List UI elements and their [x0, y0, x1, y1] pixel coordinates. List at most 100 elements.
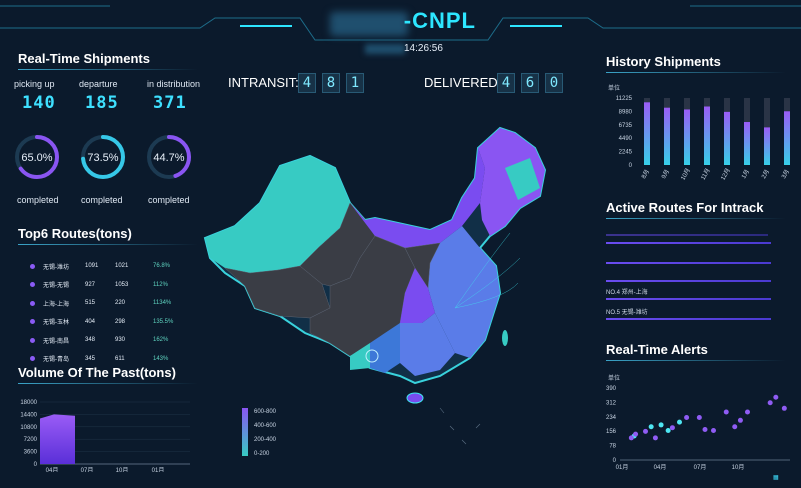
alert-point[interactable]	[669, 425, 675, 431]
china-map[interactable]	[200, 108, 600, 448]
volume-title: Volume Of The Past(tons)	[18, 365, 176, 380]
history-bar[interactable]	[744, 122, 750, 165]
table-row[interactable]: 无锡-南昌 348 930 162%	[30, 335, 168, 345]
alerts-y-tick: 390	[606, 386, 617, 392]
history-x-tick: 9月	[660, 168, 671, 180]
alert-point[interactable]	[723, 409, 729, 415]
active-route-bar	[606, 318, 771, 320]
active-route-item[interactable]: NO.4 郑州-上海	[606, 290, 648, 296]
volume-x-tick: 04月	[46, 467, 59, 472]
stat-label-departure: departure	[79, 79, 118, 89]
history-underline	[606, 72, 786, 73]
gauge-label-1: completed	[17, 195, 59, 205]
table-row[interactable]: 无锡-潍坊 1091 1021 76.8%	[30, 261, 170, 271]
region-heilongjiang[interactable]	[505, 158, 540, 200]
alerts-y-tick: 234	[606, 415, 617, 421]
region-guangxi[interactable]	[370, 323, 400, 373]
alert-point[interactable]	[652, 435, 658, 441]
route-name: 无锡-青岛	[43, 357, 69, 363]
volume-x-tick: 01月	[152, 467, 165, 472]
alert-point[interactable]	[643, 428, 648, 434]
region-hainan[interactable]	[406, 392, 424, 404]
region-xinjiang[interactable]	[205, 156, 350, 273]
history-x-tick: 10月	[679, 167, 691, 180]
alert-point[interactable]	[648, 424, 654, 430]
alerts-x-tick: 01月	[616, 464, 629, 471]
history-x-tick: 1月	[740, 168, 751, 180]
alerts-x-tick: 07月	[694, 464, 707, 471]
route-value-a: 345	[85, 355, 96, 362]
alert-point[interactable]	[658, 422, 664, 428]
alert-point[interactable]	[702, 427, 708, 433]
alert-point[interactable]	[767, 400, 773, 406]
history-bar[interactable]	[704, 106, 710, 165]
route-lines	[454, 232, 521, 309]
history-y-tick: 2245	[619, 150, 633, 156]
alerts-y-tick: 78	[609, 444, 616, 450]
volume-y-tick: 0	[34, 462, 38, 468]
alert-point[interactable]	[633, 431, 639, 437]
history-x-tick: 11月	[700, 167, 712, 180]
row-dot-icon	[30, 300, 35, 306]
history-bar[interactable]	[784, 111, 790, 165]
active-route-item[interactable]: NO.5 无锡-潍坊	[606, 310, 648, 316]
active-routes-underline	[606, 218, 786, 219]
history-bar[interactable]	[684, 109, 690, 165]
alert-point[interactable]	[684, 415, 690, 421]
top6-underline	[18, 244, 198, 245]
history-title: History Shipments	[606, 54, 721, 69]
region-south[interactable]	[400, 313, 455, 376]
volume-x-tick: 10月	[116, 467, 129, 472]
table-row[interactable]: 无锡-无锡 927 1053 112%	[30, 280, 168, 290]
intransit-digit: 8	[322, 73, 340, 93]
alert-point[interactable]	[732, 424, 738, 430]
alert-point[interactable]	[696, 415, 702, 421]
route-pct: 143%	[153, 355, 169, 362]
table-row[interactable]: 无锡-青岛 345 611 143%	[30, 354, 168, 364]
history-bar[interactable]	[664, 107, 670, 165]
route-name: 无锡-无锡	[43, 283, 69, 289]
intransit-digit: 4	[298, 73, 316, 93]
delivered-digit: 0	[545, 73, 563, 93]
history-bar[interactable]	[644, 102, 650, 165]
alert-point[interactable]	[665, 427, 671, 433]
region-shanxi[interactable]	[404, 242, 441, 289]
alert-point[interactable]	[711, 427, 716, 433]
top6-title: Top6 Routes(tons)	[18, 226, 132, 241]
route-value-b: 220	[115, 300, 126, 306]
route-name: 无锡-玉林	[43, 320, 69, 326]
active-route-bar	[606, 262, 771, 264]
alert-point[interactable]	[677, 419, 682, 425]
row-dot-icon	[30, 263, 35, 269]
active-route-bar	[606, 242, 771, 244]
history-bar[interactable]	[724, 111, 730, 165]
volume-y-tick: 14400	[20, 412, 37, 418]
alert-point[interactable]	[628, 435, 634, 441]
region-inner-mongolia[interactable]	[350, 148, 485, 248]
history-bar[interactable]	[764, 127, 770, 165]
region-henan-hubei[interactable]	[400, 268, 435, 323]
alert-point[interactable]	[781, 405, 787, 411]
table-row[interactable]: 无锡-玉林 404 298 135.5%	[30, 317, 173, 327]
region-east[interactable]	[428, 226, 500, 358]
alert-point[interactable]	[773, 394, 779, 400]
history-x-tick: 2月	[760, 168, 771, 180]
history-x-tick: 8月	[640, 168, 651, 180]
legend-label: 200-400	[254, 437, 277, 443]
alert-point[interactable]	[737, 417, 743, 423]
history-unit: 单位	[608, 84, 620, 92]
table-row[interactable]: 上海-上海 515 220 1134%	[30, 298, 171, 308]
region-yunnan[interactable]	[350, 343, 370, 370]
alert-point[interactable]	[745, 409, 750, 415]
history-y-tick: 6735	[619, 123, 633, 129]
route-value-b: 930	[115, 337, 126, 343]
map-marker[interactable]	[365, 349, 379, 363]
route-value-a: 927	[85, 281, 96, 288]
stat-label-distribution: in distribution	[147, 79, 201, 89]
gauge-label-3: completed	[148, 195, 190, 205]
region-taiwan[interactable]	[502, 330, 508, 346]
route-pct: 1134%	[153, 300, 172, 306]
active-route-bar	[606, 298, 771, 300]
route-value-b: 298	[115, 318, 126, 325]
